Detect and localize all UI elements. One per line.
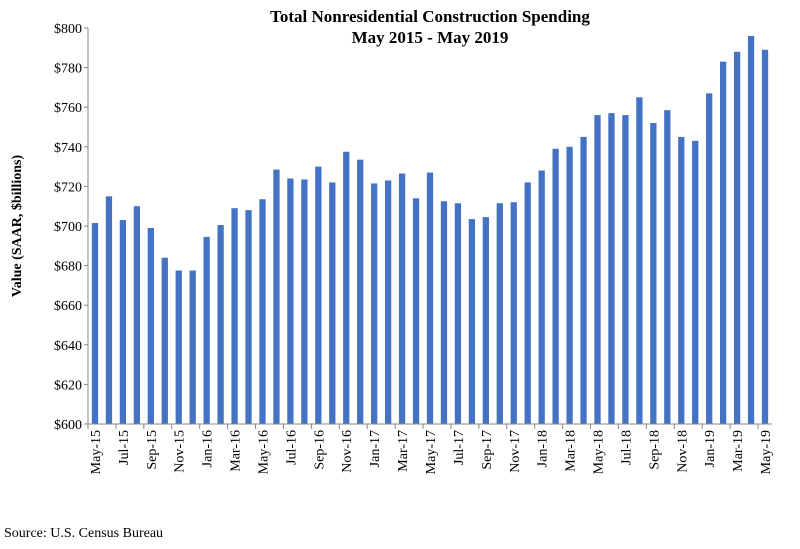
bar-Aug-18 (636, 97, 643, 425)
bar-Jan-19 (706, 93, 713, 424)
bar-Dec-16 (357, 159, 364, 425)
x-tick-label: Mar-16 (229, 430, 244, 472)
y-tick-label: $780 (54, 62, 82, 77)
bar-Jun-17 (440, 201, 448, 424)
bar-Jul-15 (119, 220, 127, 424)
bar-Sep-15 (147, 227, 154, 424)
bar-Mar-19 (733, 51, 741, 424)
bar-Apr-16 (245, 210, 252, 424)
bar-Oct-15 (161, 257, 168, 424)
bar-Mar-17 (398, 173, 406, 424)
bar-Nov-17 (510, 202, 517, 424)
bar-Jan-17 (371, 183, 378, 424)
x-tick-label: Jul-15 (117, 430, 132, 465)
y-tick-label: $660 (54, 299, 82, 314)
chart-subtitle: May 2015 - May 2019 (351, 28, 509, 47)
source-note: Source: U.S. Census Bureau (4, 526, 164, 541)
bar-Jul-18 (622, 115, 629, 425)
x-tick-label: Jul-16 (284, 430, 299, 465)
bar-Feb-16 (217, 225, 224, 424)
x-tick-label: Nov-18 (675, 430, 690, 473)
x-tick-label: Jan-19 (703, 430, 718, 467)
bar-Aug-16 (301, 179, 308, 424)
x-tick-label: Mar-18 (564, 430, 579, 472)
bar-Aug-15 (133, 206, 140, 424)
bar-Dec-17 (524, 182, 531, 424)
bar-Oct-16 (329, 182, 336, 424)
x-tick-label: Nov-15 (173, 430, 188, 473)
bar-Dec-18 (692, 140, 699, 425)
x-tick-label: Sep-15 (145, 430, 160, 470)
x-tick-label: Jul-18 (619, 430, 634, 465)
y-tick-label: $640 (54, 339, 82, 354)
x-tick-label: Jan-17 (368, 430, 383, 467)
y-tick-label: $700 (54, 220, 82, 235)
bar-Apr-19 (747, 35, 755, 425)
bar-Mar-16 (231, 208, 238, 424)
bar-Oct-17 (496, 203, 503, 424)
bar-Nov-15 (175, 270, 182, 424)
bar-Feb-17 (384, 180, 392, 424)
x-tick-label: Nov-17 (508, 430, 523, 473)
x-tick-label: Sep-17 (480, 430, 495, 470)
y-tick-label: $620 (54, 378, 82, 393)
x-tick-label: Jul-17 (452, 430, 467, 465)
x-tick-label: Mar-19 (731, 430, 746, 472)
y-tick-label: $600 (54, 418, 82, 433)
y-tick-label: $760 (54, 101, 82, 116)
x-tick-label: Jan-16 (201, 430, 216, 467)
x-tick-label: Nov-16 (340, 430, 355, 473)
bar-Dec-15 (189, 270, 196, 424)
bar-Jul-16 (287, 178, 294, 424)
x-tick-label: May-16 (256, 430, 271, 474)
y-tick-label: $680 (54, 260, 82, 275)
bar-Nov-16 (343, 151, 350, 424)
x-tick-label: Mar-17 (396, 430, 411, 472)
y-tick-label: $800 (54, 22, 82, 37)
bar-Sep-18 (650, 123, 657, 424)
bar-Apr-17 (412, 198, 420, 424)
x-tick-label: May-17 (424, 430, 439, 474)
bar-Jun-16 (273, 169, 280, 424)
bar-Jan-18 (538, 170, 545, 424)
x-tick-label: May-18 (592, 430, 607, 474)
bar-Mar-18 (566, 146, 573, 425)
bar-May-16 (259, 199, 266, 424)
chart-title: Total Nonresidential Construction Spendi… (88, 6, 772, 48)
chart-title-line: Total Nonresidential Construction Spendi… (270, 7, 590, 26)
y-tick-label: $740 (54, 141, 82, 156)
bar-Feb-19 (720, 61, 727, 424)
bar-Oct-18 (664, 110, 671, 425)
bar-Jan-16 (203, 236, 210, 424)
bar-Apr-18 (580, 136, 587, 424)
y-tick-label: $720 (54, 180, 82, 195)
bar-May-19 (761, 49, 769, 424)
x-tick-label: Sep-18 (647, 430, 662, 470)
bar-Aug-17 (468, 219, 476, 424)
bar-Jun-15 (105, 196, 113, 424)
bar-Nov-18 (678, 136, 685, 424)
x-tick-label: May-19 (759, 430, 774, 474)
bar-Jul-17 (454, 203, 462, 424)
bar-Jun-18 (608, 113, 615, 424)
bar-May-15 (91, 223, 99, 424)
bar-Feb-18 (552, 148, 559, 424)
x-tick-label: Jan-18 (536, 430, 551, 467)
x-tick-label: May-15 (89, 430, 104, 474)
bar-Sep-16 (315, 166, 322, 424)
bar-May-18 (594, 115, 601, 425)
bar-Sep-17 (482, 217, 489, 424)
x-tick-label: Sep-16 (312, 430, 327, 470)
bar-May-17 (426, 172, 434, 424)
